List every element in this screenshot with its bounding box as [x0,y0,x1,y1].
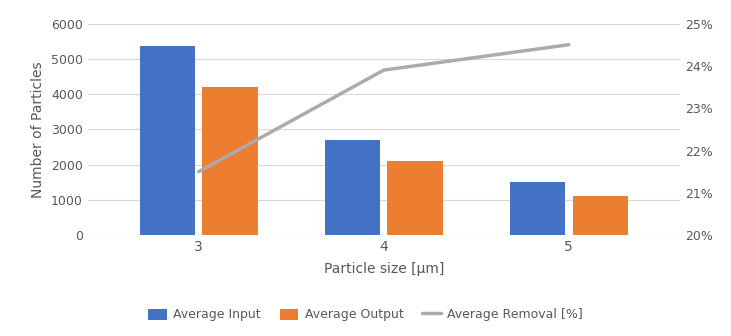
Average Removal [%] [194,170,203,174]
Average Removal [%] [564,43,573,47]
Average Removal [%] [379,68,388,72]
Bar [510,182,565,235]
Y-axis label: Number of Particles: Number of Particles [31,61,45,198]
Bar [140,46,195,235]
Line: Average Removal [%]: Average Removal [%] [199,45,569,172]
Bar [387,161,443,235]
Bar [202,87,258,235]
Bar [572,196,628,235]
Bar [325,140,380,235]
Legend: Average Input, Average Output, Average Removal [%]: Average Input, Average Output, Average R… [143,303,588,326]
X-axis label: Particle size [μm]: Particle size [μm] [324,262,444,277]
